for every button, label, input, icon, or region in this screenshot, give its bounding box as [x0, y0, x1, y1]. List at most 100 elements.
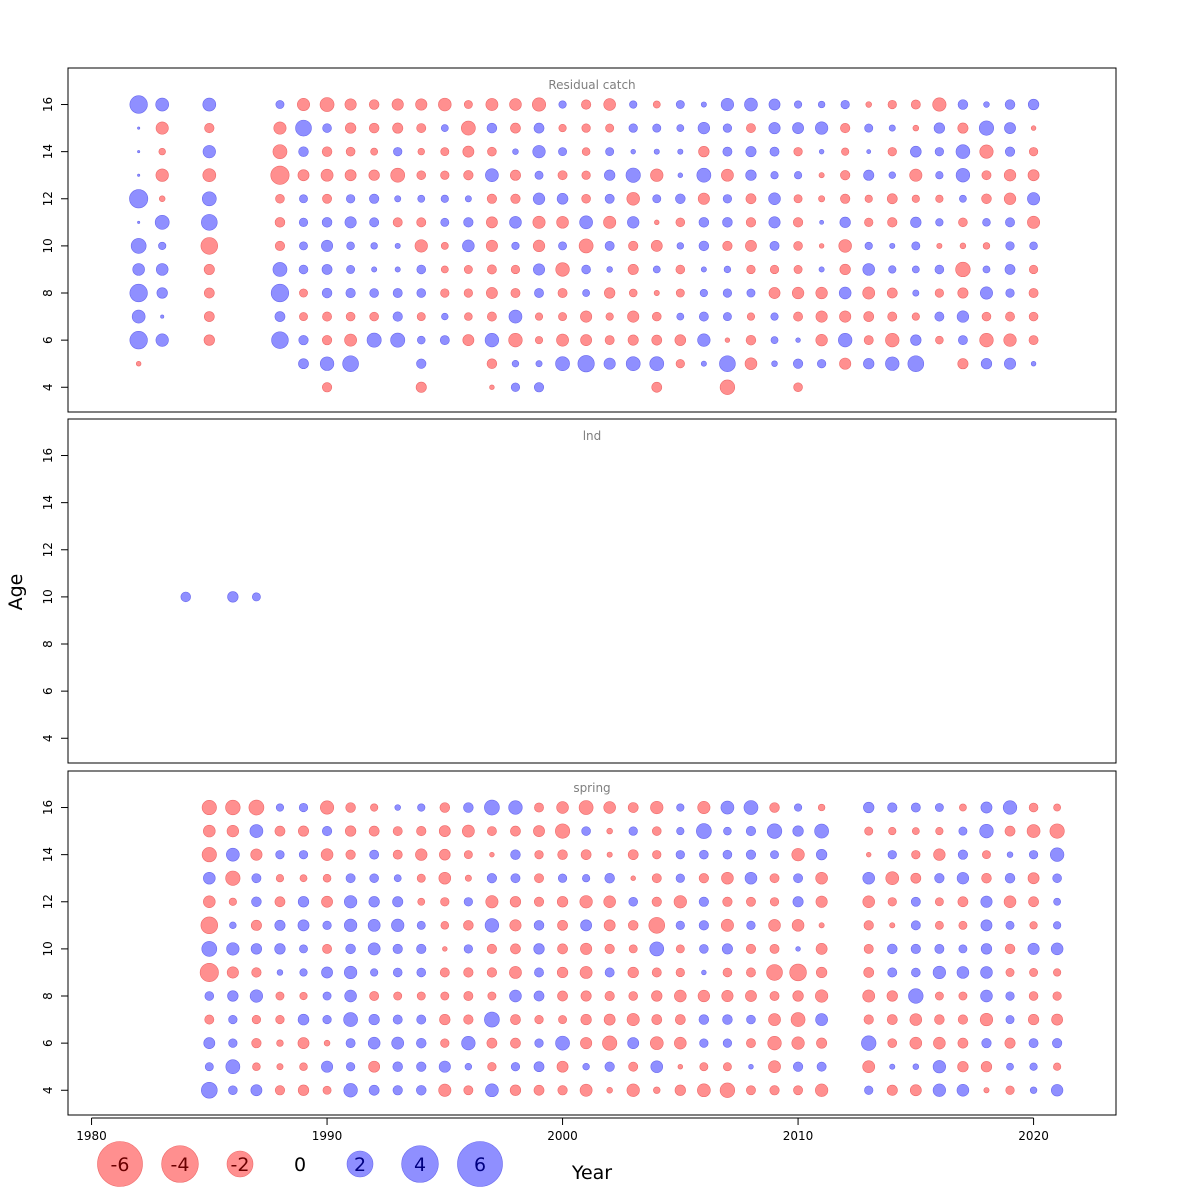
bubble	[1052, 873, 1062, 883]
bubble	[1053, 921, 1062, 930]
bubble	[368, 99, 380, 110]
bubble	[1004, 146, 1016, 157]
bubble	[270, 165, 290, 185]
bubble	[909, 168, 923, 182]
bubble	[745, 169, 757, 181]
bubble	[438, 871, 452, 885]
bubble	[746, 288, 756, 298]
legend-item: -4	[161, 1145, 199, 1183]
bubble	[345, 122, 357, 134]
bubble	[203, 824, 216, 838]
bubble	[956, 872, 970, 885]
bubble	[628, 897, 638, 907]
bubble	[1027, 98, 1040, 111]
bubble	[675, 873, 685, 883]
bubble	[604, 967, 615, 978]
bubble	[201, 1082, 218, 1099]
bubble	[367, 1036, 381, 1050]
bubble	[721, 990, 734, 1003]
bubble	[556, 896, 569, 908]
bubble	[226, 966, 239, 979]
legend-item: 6	[457, 1141, 503, 1187]
bubble	[650, 800, 664, 815]
bubble	[129, 331, 148, 350]
bubble	[863, 801, 875, 814]
bubble	[129, 189, 149, 209]
bubble	[1005, 991, 1015, 1001]
bubble	[1049, 823, 1065, 839]
bubble	[979, 333, 994, 348]
bubble	[580, 1037, 593, 1050]
bubble	[579, 215, 593, 230]
bubble	[861, 1035, 877, 1051]
bubble	[489, 384, 495, 390]
bubble	[415, 98, 428, 111]
bubble	[484, 1011, 500, 1028]
bubble	[723, 1062, 732, 1072]
bubble	[934, 1014, 945, 1025]
bubble	[486, 193, 497, 204]
bubble	[579, 895, 593, 909]
bubble	[392, 1085, 403, 1096]
bubble	[417, 194, 426, 203]
legend-bubble	[97, 1141, 143, 1187]
y-tick-label: 4	[41, 734, 55, 742]
bubble	[438, 97, 452, 112]
bubble	[955, 168, 971, 183]
bubble	[1004, 1037, 1016, 1049]
bubble	[321, 895, 333, 908]
bubble	[886, 1014, 898, 1025]
bubble	[390, 167, 406, 183]
bubble	[745, 146, 757, 158]
bubble	[908, 988, 924, 1004]
bubble	[793, 358, 804, 369]
bubble	[392, 1014, 403, 1025]
bubble	[534, 802, 544, 813]
bubble	[251, 592, 261, 602]
bubble	[866, 149, 872, 154]
bubble	[321, 217, 333, 228]
bubble	[132, 263, 145, 276]
bubble	[203, 334, 215, 346]
bubble	[675, 359, 685, 369]
bubble	[651, 334, 663, 346]
bubble	[322, 382, 333, 393]
bubble	[698, 1014, 710, 1025]
bubble	[322, 335, 333, 346]
bubble	[202, 168, 217, 183]
bubble	[271, 331, 289, 349]
bubble	[768, 216, 781, 229]
bubble	[299, 874, 308, 883]
bubble	[768, 122, 781, 135]
bubble	[957, 358, 969, 370]
bubble	[558, 124, 567, 133]
bubble	[299, 944, 308, 954]
bubble	[746, 1085, 756, 1096]
bubble	[510, 382, 521, 392]
bubble	[862, 286, 876, 300]
bubble	[270, 283, 290, 303]
bubble	[1004, 122, 1016, 134]
bubble	[555, 262, 570, 277]
bubble	[863, 1014, 874, 1025]
bubble	[889, 1063, 896, 1070]
bubble	[959, 242, 967, 250]
bubble	[722, 240, 733, 251]
bubble	[416, 967, 426, 978]
bubble	[886, 1084, 898, 1096]
legend-label: 0	[294, 1154, 306, 1176]
bubble	[603, 357, 616, 370]
bubble	[698, 311, 709, 322]
bubble	[200, 237, 218, 255]
bubble	[229, 921, 237, 929]
bubble	[911, 967, 921, 978]
bubble	[440, 242, 449, 250]
y-tick-label: 10	[41, 589, 55, 604]
bubble	[557, 1085, 568, 1096]
bubble	[367, 942, 381, 956]
bubble	[581, 264, 591, 275]
bubble	[630, 148, 636, 155]
bubble	[839, 216, 851, 228]
bubble	[158, 195, 166, 202]
y-tick-label: 12	[41, 894, 55, 909]
